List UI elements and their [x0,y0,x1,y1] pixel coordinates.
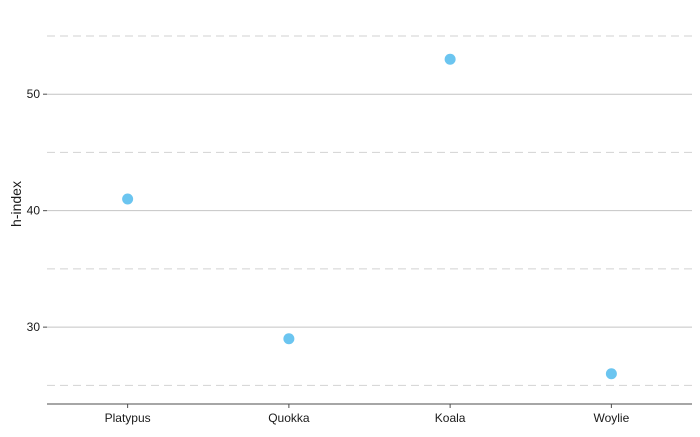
axis-layer [43,93,692,408]
x-tick-label: Platypus [105,411,151,425]
data-point-platypus [122,193,134,205]
y-tick-label: 40 [27,204,41,218]
data-point-koala [444,53,456,65]
x-tick-label: Woylie [593,411,629,425]
points-layer [122,53,617,380]
y-tick-label: 30 [27,320,41,334]
y-tick-label: 50 [27,87,41,101]
labels-layer: 30 40 50 Platypus Quokka Koala Woylie [27,87,630,425]
data-point-quokka [283,333,295,345]
x-tick-label: Quokka [268,411,310,425]
data-point-woylie [605,368,617,380]
x-tick-label: Koala [435,411,466,425]
grid-layer [47,35,692,386]
y-axis-title: h-index [8,181,24,227]
